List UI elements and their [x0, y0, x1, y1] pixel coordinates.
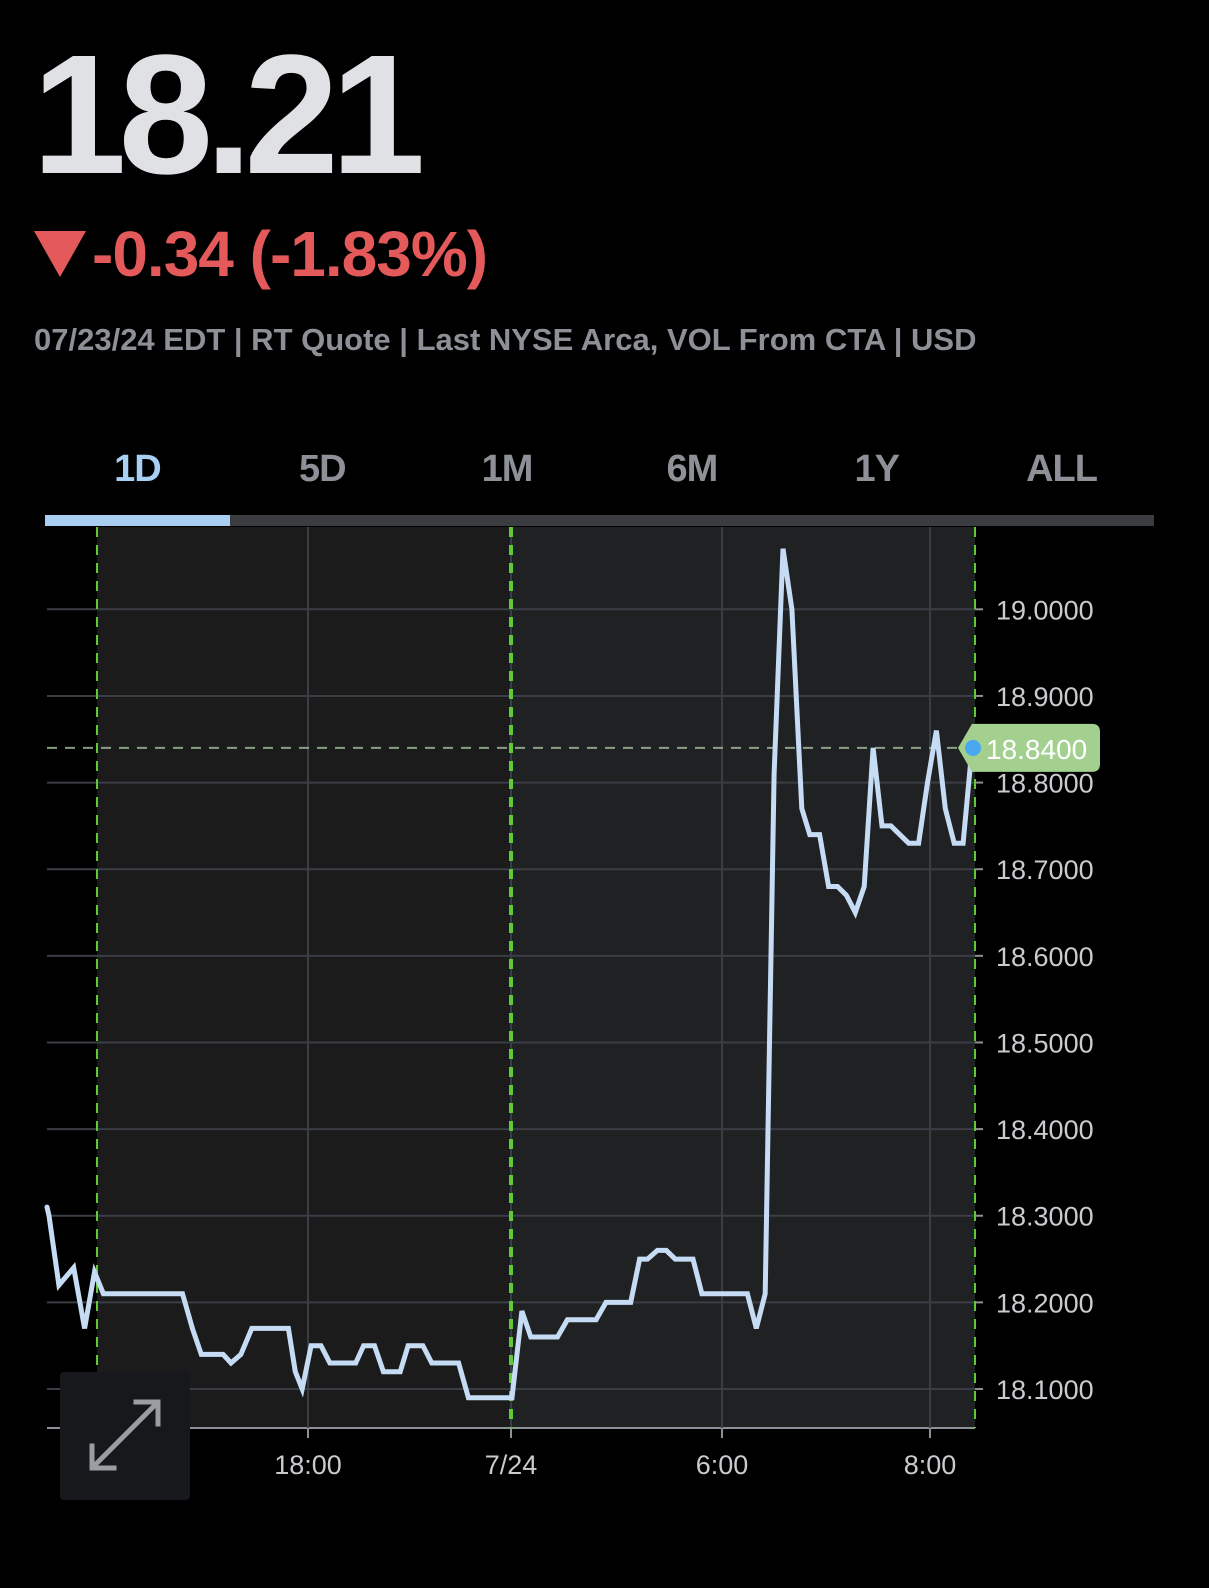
y-tick-label: 18.5000: [996, 1028, 1094, 1058]
tab-1d[interactable]: 1D: [114, 448, 162, 490]
tab-1m[interactable]: 1M: [481, 448, 534, 490]
last-price-dot: [965, 739, 981, 756]
x-tick-label: 18:00: [274, 1450, 342, 1480]
expand-diagonal-arrows-icon: [89, 1399, 161, 1471]
y-tick-label: 19.0000: [996, 595, 1094, 625]
x-tick-label: 8:00: [904, 1450, 957, 1480]
range-tabs: 1D 5D 1M 6M 1Y ALL: [45, 448, 1154, 498]
y-tick-label: 18.7000: [996, 855, 1094, 885]
tab-track: [45, 515, 1154, 526]
x-tick-label: 6:00: [696, 1450, 749, 1480]
session-shade: [511, 527, 975, 1428]
price-series-line: [44, 548, 975, 1401]
expand-chart-button[interactable]: [60, 1372, 190, 1500]
session-shade: [97, 527, 511, 1428]
y-tick-label: 18.6000: [996, 942, 1094, 972]
active-tab-indicator: [45, 515, 230, 526]
quote-meta: 07/23/24 EDT | RT Quote | Last NYSE Arca…: [34, 322, 977, 357]
y-tick-label: 18.9000: [996, 682, 1094, 712]
price-change: -0.34 (-1.83%): [92, 218, 488, 290]
last-price: 18.21: [32, 20, 425, 210]
tab-1y[interactable]: 1Y: [854, 448, 899, 490]
last-price-badge-label: 18.8400: [986, 734, 1087, 765]
tab-all[interactable]: ALL: [1026, 448, 1098, 490]
y-tick-label: 18.1000: [996, 1375, 1094, 1405]
tab-5d[interactable]: 5D: [298, 448, 347, 490]
x-tick-label: 7/24: [485, 1450, 538, 1480]
y-tick-label: 18.8000: [996, 769, 1094, 799]
last-price-badge: [958, 723, 1100, 772]
y-tick-label: 18.3000: [996, 1202, 1094, 1232]
y-tick-label: 18.2000: [996, 1288, 1094, 1318]
price-change-row: -0.34 (-1.83%): [34, 218, 488, 290]
tab-6m[interactable]: 6M: [666, 448, 719, 490]
y-tick-label: 18.4000: [996, 1115, 1094, 1145]
down-triangle-icon: [34, 231, 86, 277]
